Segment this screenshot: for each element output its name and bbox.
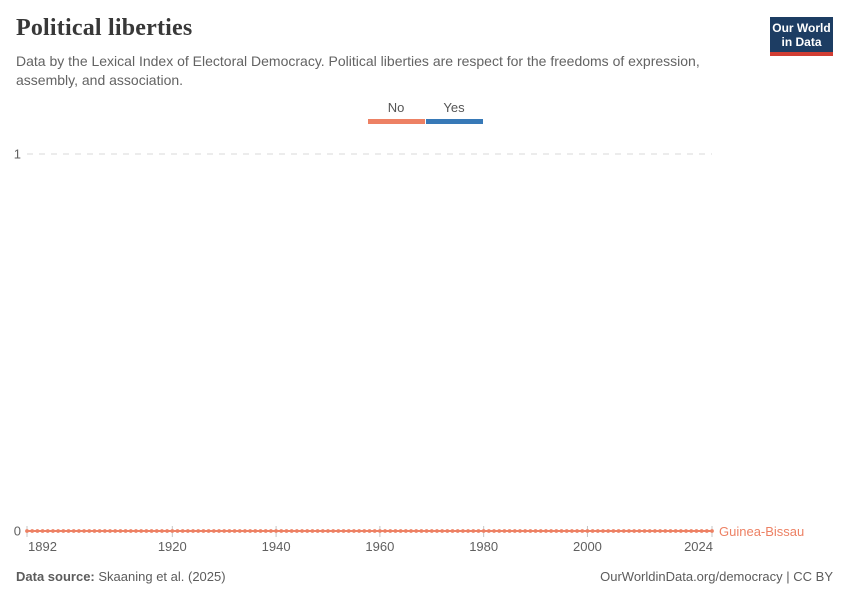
x-axis-label: 2024 <box>684 539 713 554</box>
y-axis-label: 1 <box>14 147 21 162</box>
y-axis-label: 0 <box>14 524 21 539</box>
data-source-label: Data source: <box>16 569 95 584</box>
data-source-note: Data source: Skaaning et al. (2025) <box>16 569 226 584</box>
x-axis-label: 1892 <box>28 539 57 554</box>
legend-swatch-no <box>367 119 425 124</box>
legend-item-yes[interactable]: Yes <box>425 100 483 124</box>
chart-subtitle: Data by the Lexical Index of Electoral D… <box>16 53 700 88</box>
x-axis-label: 1980 <box>469 539 498 554</box>
owid-logo-text: Our World in Data <box>770 17 833 52</box>
x-axis-label: 1940 <box>262 539 291 554</box>
legend-label: No <box>387 100 405 115</box>
owid-logo[interactable]: Our World in Data <box>770 17 833 56</box>
x-axis-label: 1920 <box>158 539 187 554</box>
owid-credit-link[interactable]: OurWorldinData.org/democracy | CC BY <box>600 569 833 584</box>
legend-label: Yes <box>443 100 465 115</box>
x-axis-label: 1960 <box>365 539 394 554</box>
page-title: Political liberties <box>16 15 193 41</box>
x-axis-label: 2000 <box>573 539 602 554</box>
legend-item-no[interactable]: No <box>367 100 425 124</box>
chart-legend: No Yes <box>0 100 850 124</box>
legend-swatch-yes <box>425 119 483 124</box>
data-source-value: Skaaning et al. (2025) <box>98 569 226 584</box>
entity-label-guinea-bissau[interactable]: Guinea-Bissau <box>719 524 805 539</box>
owid-logo-accent-bar <box>770 52 833 56</box>
